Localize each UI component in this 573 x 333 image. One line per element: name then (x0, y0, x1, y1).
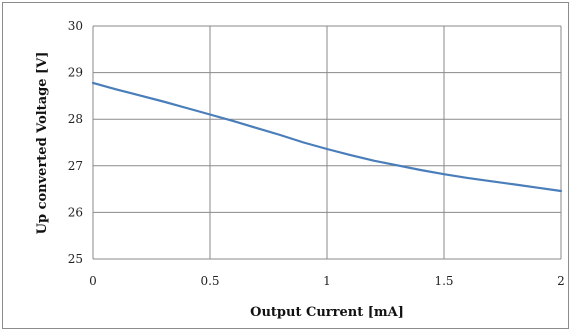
x-tick-label: 0 (89, 274, 97, 288)
y-tick-label: 25 (68, 252, 83, 266)
y-tick-label: 28 (68, 112, 83, 126)
y-tick-label: 30 (68, 19, 83, 33)
x-axis-title: Output Current [mA] (250, 305, 404, 320)
series-layer (91, 81, 563, 193)
x-tick-label: 2 (557, 274, 565, 288)
x-tick-label: 1.5 (434, 274, 453, 288)
y-tick-label: 26 (68, 205, 83, 219)
y-axis-title: Up converted Voltage [V] (35, 52, 50, 235)
x-tick-label: 1 (323, 274, 331, 288)
y-axis-ticks: 25 26 27 28 29 30 (68, 19, 83, 266)
y-tick-label: 27 (68, 159, 83, 173)
y-tick-label: 29 (68, 66, 83, 80)
gridlines (92, 25, 562, 260)
series-line-0 (91, 81, 563, 193)
x-tick-label: 0.5 (200, 274, 219, 288)
x-axis-ticks: 0 0.5 1 1.5 2 (89, 274, 565, 288)
